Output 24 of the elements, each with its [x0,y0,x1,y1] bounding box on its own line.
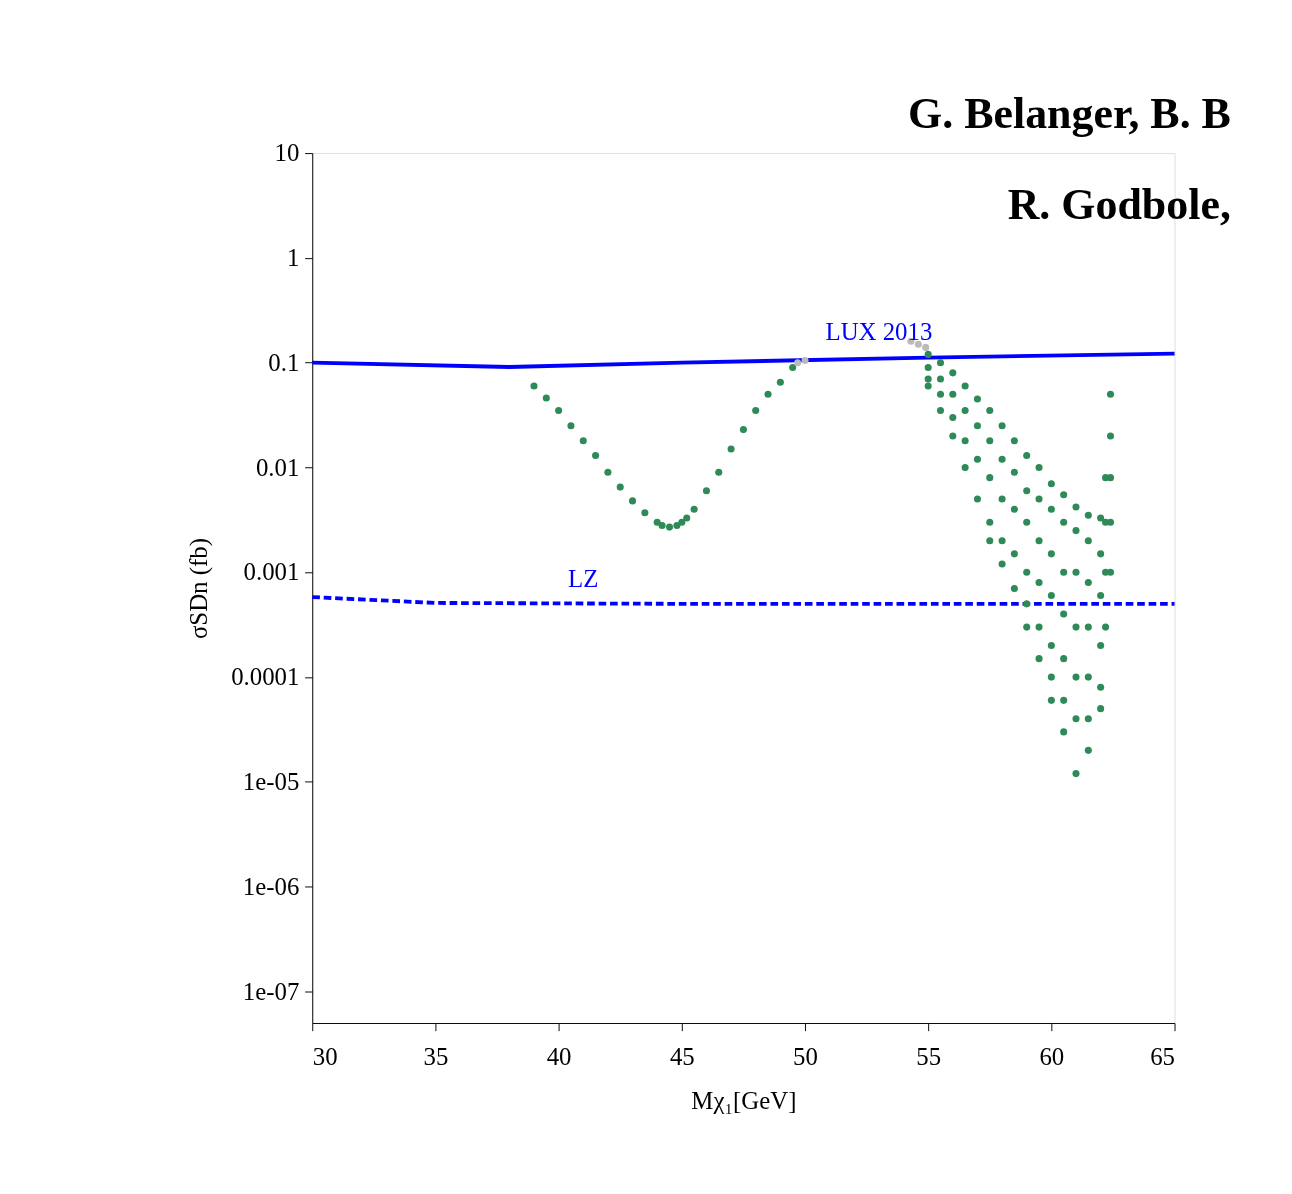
text: G. Belanger, B. B [908,89,1231,139]
y-tick-label: 0.01 [255,453,300,481]
y-tick-label: 10 [274,139,300,167]
y-tick-label: 1e-05 [242,768,300,796]
x-tick-label: 30 [312,1042,338,1070]
y-tick-label: 0.0001 [231,663,300,691]
x-tick-label: 35 [423,1042,449,1070]
x-tick-label: 65 [1150,1042,1176,1070]
x-tick-label: 55 [916,1042,942,1070]
x-tick-label: 50 [793,1042,818,1070]
annotation: LUX 2013 [825,318,933,346]
annotation: LZ [568,564,599,592]
x-tick-label: 45 [669,1042,695,1070]
line-series [310,351,1177,369]
annotation: R. Godbole, [1007,180,1231,229]
x-tick-label: 40 [546,1042,572,1070]
y-tick-label: 1 [286,244,300,272]
x-tick-label: 60 [1039,1042,1065,1070]
x-axis-title: Mχ₁[GeV] [691,1086,797,1114]
y-tick-label: 0.1 [268,348,300,376]
y-tick-label: 0.001 [243,558,300,586]
y-tick-label: 1e-06 [242,872,300,900]
y-tick-label: 1e-07 [242,977,300,1005]
y-axis-title: σSDn (fb) [185,538,214,639]
